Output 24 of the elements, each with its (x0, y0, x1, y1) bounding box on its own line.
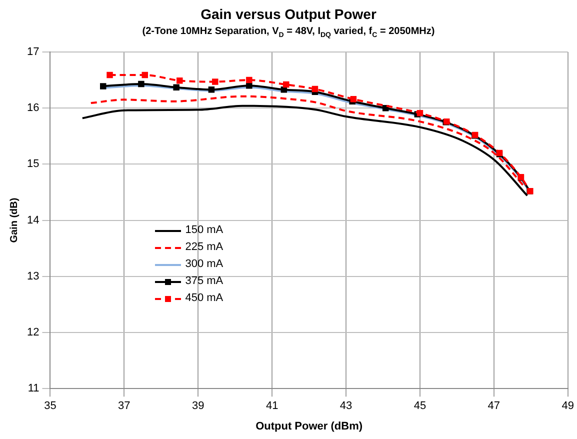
x-axis-title: Output Power (dBm) (256, 420, 363, 432)
y-tick-label: 14 (26, 214, 40, 226)
x-tick-label: 49 (562, 400, 574, 412)
y-axis-title: Gain (dB) (8, 198, 20, 243)
legend-label: 375 mA (185, 274, 224, 289)
y-tick-label: 13 (26, 270, 40, 282)
legend-label: 225 mA (185, 240, 224, 255)
chart-title: Gain versus Output Power (200, 6, 378, 22)
y-tick-label: 12 (26, 326, 40, 339)
legend-label: 300 mA (185, 257, 224, 272)
y-tick-label: 11 (28, 382, 40, 395)
chart-subtitle: (2-Tone 10MHz Separation, V$_{D}$ = 48V, I$_{DQ}$ varied, f$_{C}$ = 2050MHz) (141, 26, 436, 39)
y-tick-label: 15 (26, 158, 40, 170)
x-tick-label: 47 (488, 400, 500, 412)
x-tick-label: 37 (118, 400, 130, 412)
x-tick-label: 41 (266, 400, 278, 412)
x-tick-label: 43 (340, 400, 352, 412)
legend-label: 150 mA (185, 223, 224, 238)
x-tick-label: 35 (44, 400, 56, 412)
x-tick-label: 45 (414, 400, 426, 412)
x-tick-label: 39 (192, 400, 204, 412)
y-tick-label: 16 (26, 102, 40, 114)
y-tick-label: 17 (26, 46, 40, 58)
legend-label: 450 mA (185, 291, 224, 306)
